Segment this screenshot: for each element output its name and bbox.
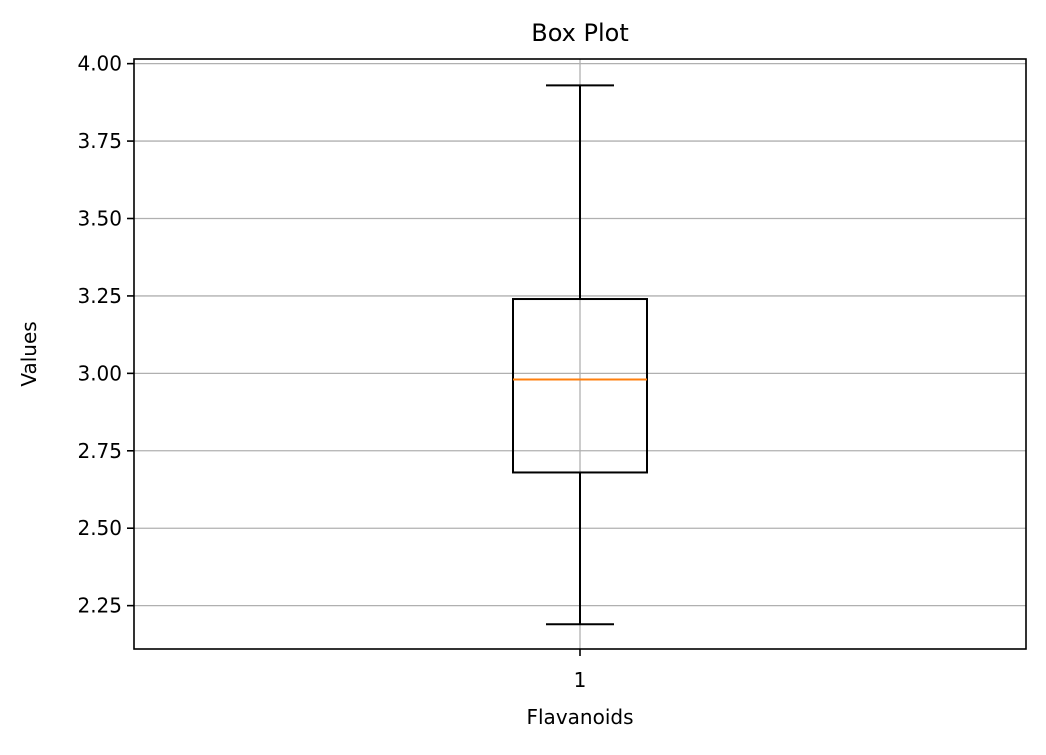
y-axis-ticks: 2.25 2.50 2.75 3.00 3.25 3.50 3.75 4.00 [77,52,134,618]
x-axis-ticks: 1 [574,649,587,692]
y-tick-label: 3.25 [77,284,122,308]
y-tick-label: 3.75 [77,129,122,153]
y-tick-label: 2.50 [77,516,122,540]
box-elements [512,84,648,626]
chart-title: Box Plot [531,19,628,47]
y-tick-label: 2.25 [77,594,122,618]
y-axis-label: Values [17,321,41,386]
y-tick-label: 2.75 [77,439,122,463]
y-tick-label: 4.00 [77,52,122,76]
x-axis-label: Flavanoids [527,705,634,729]
interquartile-box [512,298,648,474]
y-tick-label: 3.50 [77,207,122,231]
x-tick-label: 1 [574,668,587,692]
y-tick-label: 3.00 [77,361,122,385]
